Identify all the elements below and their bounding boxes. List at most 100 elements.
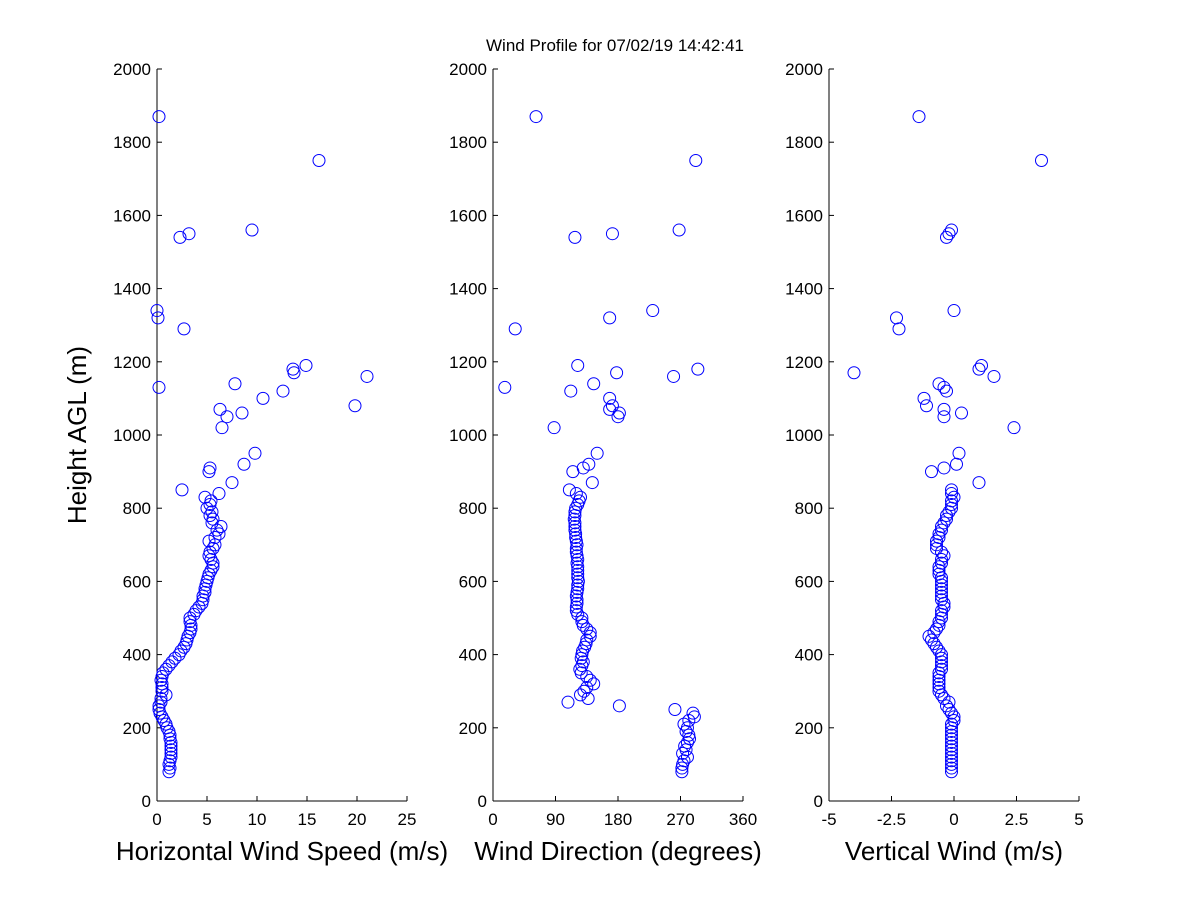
y-tick-label: 1400 [113,280,151,299]
data-point [204,552,218,566]
data-point [937,402,951,416]
data-point [1035,154,1048,167]
data-point [152,380,166,394]
y-tick-label: 200 [123,719,151,738]
x-tick-label: 2.5 [1005,810,1029,829]
data-point [927,637,941,651]
data-point [935,688,948,702]
data-point [360,369,374,383]
data-point [677,754,691,768]
data-point [680,721,694,735]
data-point [932,684,946,698]
panel-2: 0 200 400 600 800 1000 1200 1400 1600 1800 2000 0 90… [449,60,762,866]
y-tick-label: 2000 [449,60,487,79]
y-tick-label: 1200 [785,353,823,372]
data-point [937,516,951,530]
x-tick-label: 360 [729,810,757,829]
data-point [276,384,290,398]
y-tick-label: 200 [795,719,823,738]
data-point [177,322,191,336]
data-point [164,739,178,753]
x-axis-label: Vertical Wind (m/s) [845,836,1063,866]
data-point [215,421,229,435]
x-tick-label: 15 [298,810,317,829]
data-point [930,534,943,548]
data-point [932,527,946,541]
y-tick-label: 600 [459,572,487,591]
data-point [945,717,958,731]
data-point [569,530,583,544]
data-point [945,743,958,757]
data-point [508,322,522,336]
data-point [935,593,948,607]
x-tick-label: 20 [348,810,367,829]
data-point [155,684,169,698]
data-point [568,520,582,533]
data-point [152,699,166,713]
data-point [571,567,585,581]
y-tick-label: 600 [795,572,823,591]
data-point [937,549,951,563]
data-point [581,692,595,706]
data-point [580,681,594,695]
data-point [675,765,689,779]
data-point [203,461,217,475]
data-point [164,750,178,764]
data-point [932,681,946,695]
data-point [668,703,682,716]
data-point [299,358,313,372]
data-point [935,556,948,570]
data-point [235,406,249,420]
data-point [942,703,956,716]
data-point [200,501,214,515]
data-point [208,530,222,544]
data-point [950,457,963,471]
data-point [676,746,690,760]
data-point [561,695,575,709]
data-point [945,728,958,742]
data-point [590,446,604,460]
data-point [612,406,626,420]
data-point [940,509,953,523]
data-point [568,523,582,537]
data-point [952,446,966,460]
data-point [935,582,948,596]
data-point [945,487,958,501]
panel-1: 0 200 400 600 800 1000 1200 1400 1600 1800 2000 0 5 1… [113,60,448,866]
data-point [975,358,988,372]
data-point [157,713,171,727]
data-point [569,487,583,501]
data-point [204,563,218,577]
data-point [256,391,270,405]
y-tick-label: 400 [459,646,487,665]
data-point [154,695,168,709]
data-point [172,648,186,662]
x-tick-label: 180 [604,810,632,829]
data-point [348,399,362,413]
data-point [162,724,176,738]
data-point [225,476,239,490]
data-point [610,366,624,380]
x-tick-label: 5 [1074,810,1083,829]
data-point [940,230,953,244]
data-point [912,110,926,124]
data-point [547,421,561,435]
y-tick-label: 1600 [449,206,487,225]
data-point [677,717,691,731]
data-point [165,655,179,669]
data-point [945,494,958,508]
data-point [935,585,948,599]
data-point [198,490,212,504]
y-tick-label: 1800 [449,133,487,152]
data-point [930,640,943,654]
data-point [932,560,946,574]
data-point [605,399,619,413]
data-point [569,501,583,515]
y-tick-label: 2000 [113,60,151,79]
y-axis-label: Height AGL (m) [62,346,92,524]
panel-3: 0 200 400 600 800 1000 1200 1400 1600 1800 2000 -5 -… [785,60,1084,866]
y-tick-label: 1000 [113,426,151,445]
data-point [562,483,576,497]
data-point [184,622,198,636]
data-point [570,596,584,610]
